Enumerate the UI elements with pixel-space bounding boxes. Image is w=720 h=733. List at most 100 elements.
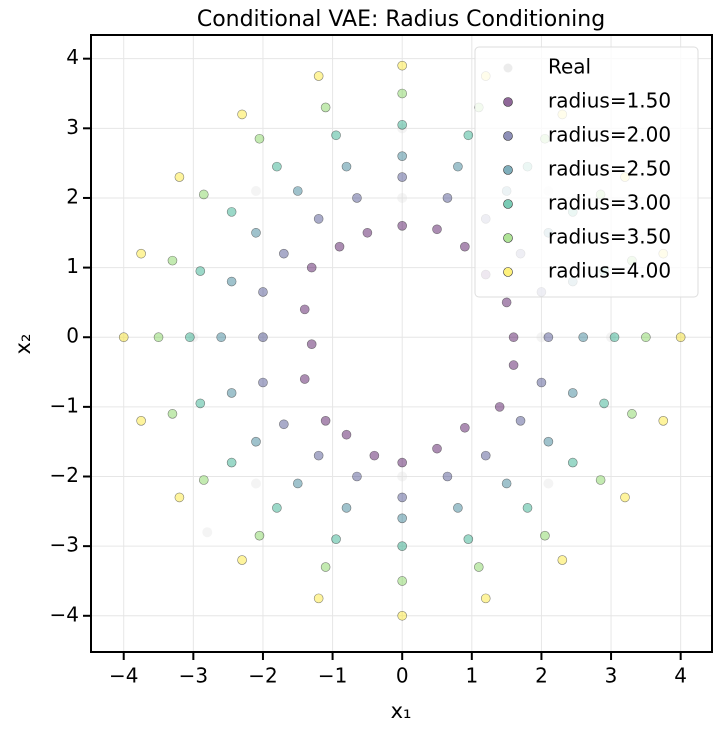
legend-marker <box>503 267 513 277</box>
point <box>216 332 226 343</box>
point <box>606 332 617 343</box>
point <box>536 332 547 343</box>
point <box>397 192 408 203</box>
point <box>501 297 512 308</box>
point <box>313 593 324 604</box>
y-axis-label: x₂ <box>11 334 35 355</box>
point <box>331 534 341 544</box>
point <box>463 534 474 544</box>
point <box>522 503 533 513</box>
point <box>675 332 686 343</box>
legend-label: radius=4.00 <box>548 259 671 283</box>
point <box>432 443 442 454</box>
point <box>658 415 669 426</box>
point <box>226 388 237 398</box>
point <box>557 555 568 565</box>
plot-frame <box>90 34 713 653</box>
point <box>453 503 463 513</box>
x-tick-label: 3 <box>605 664 618 688</box>
point <box>254 530 265 541</box>
point <box>397 172 407 182</box>
point <box>198 189 209 200</box>
point <box>442 471 453 482</box>
point <box>341 503 352 513</box>
point <box>136 248 146 259</box>
x-tick-label: −4 <box>109 664 138 688</box>
point <box>508 332 519 343</box>
point <box>313 450 324 461</box>
legend: Real radius=1.50 radius=2.00 radius=2.50 rad… <box>474 46 699 298</box>
point <box>397 513 407 524</box>
point <box>185 332 195 343</box>
point <box>198 475 209 485</box>
point <box>272 161 282 172</box>
point <box>397 492 407 503</box>
point <box>237 109 247 120</box>
point <box>480 593 491 604</box>
point <box>620 492 630 503</box>
point <box>480 450 491 461</box>
point <box>397 457 407 468</box>
point <box>250 185 261 196</box>
y-tick-label: 3 <box>66 115 79 139</box>
point <box>543 478 554 489</box>
legend-marker <box>503 63 513 73</box>
legend-label: radius=2.00 <box>548 123 671 147</box>
x-tick-label: −3 <box>179 664 208 688</box>
point <box>188 332 199 343</box>
point <box>195 398 206 409</box>
point <box>352 193 362 203</box>
point <box>306 262 317 273</box>
y-tick-label: 0 <box>66 324 79 348</box>
point <box>279 248 289 259</box>
point <box>397 120 407 130</box>
point <box>272 503 282 513</box>
point <box>567 457 578 468</box>
point <box>595 475 606 485</box>
legend-label: Real <box>548 55 591 79</box>
point <box>167 409 178 419</box>
point <box>258 287 268 297</box>
legend-marker <box>503 199 513 209</box>
point <box>299 304 310 315</box>
point <box>460 241 470 252</box>
point <box>442 193 453 203</box>
point <box>543 436 554 447</box>
x-tick-label: −2 <box>248 664 277 688</box>
point <box>331 130 341 141</box>
point <box>543 332 554 343</box>
point <box>136 415 146 426</box>
point <box>320 562 331 572</box>
point <box>508 360 519 370</box>
point <box>599 398 609 409</box>
point <box>258 332 268 343</box>
legend-box <box>474 46 699 298</box>
point <box>251 227 261 238</box>
point <box>251 436 261 447</box>
point <box>153 332 164 343</box>
point <box>397 610 407 621</box>
point <box>167 255 178 266</box>
point <box>397 541 407 551</box>
y-tick-label: −2 <box>50 463 79 487</box>
legend-marker <box>503 233 513 243</box>
point <box>362 227 373 238</box>
point <box>567 388 578 398</box>
x-axis-label: x₁ <box>391 699 412 723</box>
point <box>369 450 380 461</box>
chart-title: Conditional VAE: Radius Conditioning <box>197 7 605 32</box>
point <box>540 530 550 541</box>
point <box>320 102 331 113</box>
y-tick-label: −4 <box>50 602 79 626</box>
point <box>226 207 237 217</box>
y-tick-label: −3 <box>50 533 79 557</box>
point <box>515 415 526 426</box>
point <box>118 332 129 343</box>
point <box>258 377 268 388</box>
x-tick-label: 4 <box>674 664 687 688</box>
legend-label: radius=1.50 <box>548 89 671 113</box>
point <box>397 541 408 552</box>
x-tick-label: −1 <box>318 664 347 688</box>
point <box>494 402 505 412</box>
